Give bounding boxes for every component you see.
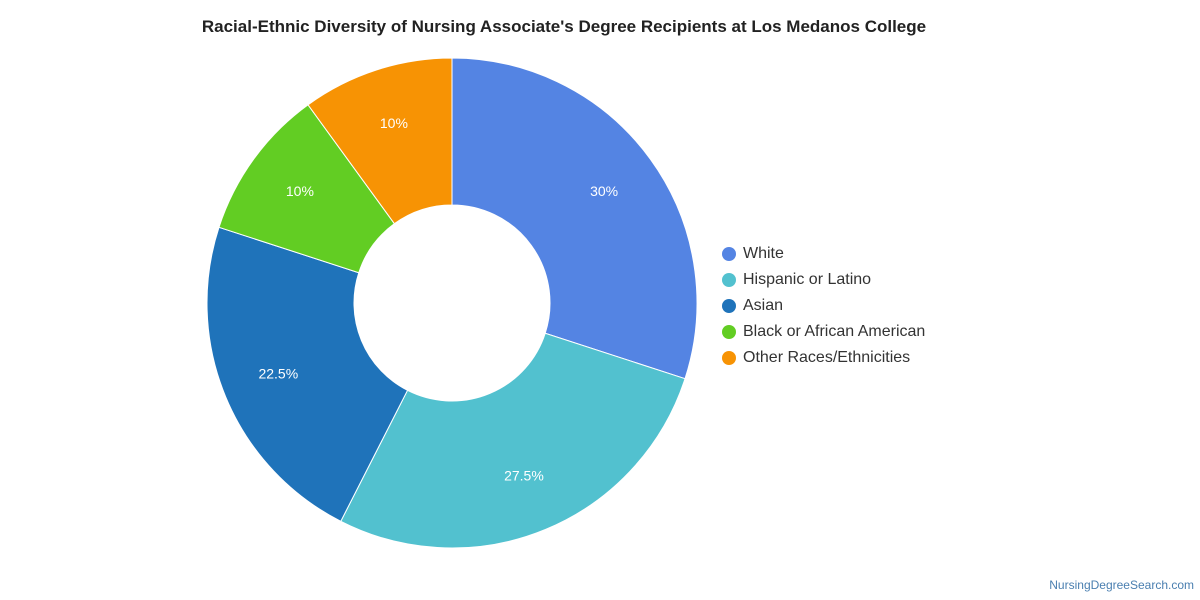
legend-swatch	[722, 247, 736, 261]
legend-item-black-or-african-american[interactable]: Black or African American	[722, 319, 925, 345]
donut-slices	[206, 57, 698, 549]
donut-slice-labels: 30% 27.5% 22.5% 10% 10%	[258, 115, 618, 483]
legend-label: Asian	[743, 297, 784, 314]
slice-label-other-races-ethnicities: 10%	[380, 115, 408, 131]
legend-item-other-races-ethnicities[interactable]: Other Races/Ethnicities	[722, 345, 925, 371]
chart-title: Racial-Ethnic Diversity of Nursing Assoc…	[201, 17, 927, 36]
legend-label: Hispanic or Latino	[743, 271, 872, 288]
slice-label-white: 30%	[590, 183, 618, 199]
legend-swatch	[722, 325, 736, 339]
slice-label-black-or-african-american: 10%	[286, 183, 314, 199]
legend-item-hispanic-or-latino[interactable]: Hispanic or Latino	[722, 267, 925, 293]
source-link[interactable]: NursingDegreeSearch.com	[1049, 578, 1194, 592]
legend-item-white[interactable]: White	[722, 241, 925, 267]
slice-other-races-ethnicities[interactable]	[307, 57, 453, 225]
slice-asian[interactable]	[206, 226, 409, 522]
slice-white[interactable]	[451, 57, 698, 380]
legend-item-asian[interactable]: Asian	[722, 293, 925, 319]
legend-label: White	[743, 245, 784, 262]
slice-label-asian: 22.5%	[258, 366, 298, 382]
slice-label-hispanic-or-latino: 27.5%	[504, 467, 544, 483]
legend-swatch	[722, 299, 736, 313]
legend-label: Other Races/Ethnicities	[743, 349, 911, 366]
legend-swatch	[722, 273, 736, 287]
slice-hispanic-or-latino[interactable]	[340, 332, 686, 549]
legend-label: Black or African American	[743, 323, 926, 340]
chart-legend: White Hispanic or Latino Asian Black or Afr…	[722, 241, 925, 371]
legend-swatch	[722, 351, 736, 365]
